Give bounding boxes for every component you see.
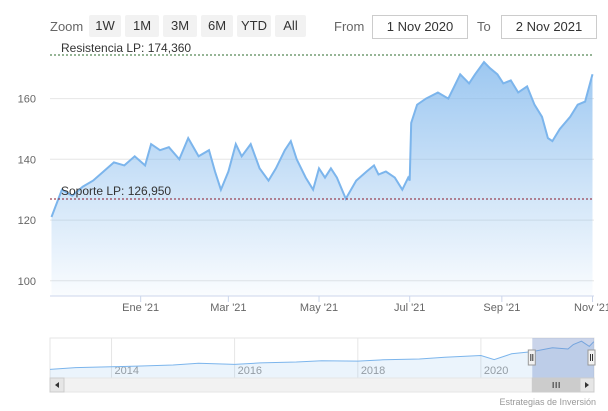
y-tick-label: 140: [18, 154, 36, 166]
navigator-handle-right[interactable]: [587, 349, 596, 366]
to-label: To: [477, 19, 491, 34]
y-tick-label: 120: [18, 215, 36, 227]
navigator-tick-label: 2014: [115, 365, 139, 377]
range-button-ytd[interactable]: YTD: [237, 15, 271, 37]
scrollbar-track[interactable]: [49, 377, 595, 393]
credits[interactable]: Estrategias de Inversión: [499, 397, 596, 407]
navigator-grid: 2014 2016 2018 2020: [111, 338, 508, 378]
to-date-input[interactable]: 2 Nov 2021: [501, 15, 597, 39]
x-tick-label: Mar '21: [210, 302, 246, 314]
x-tick-label: Jul '21: [394, 302, 425, 314]
navigator[interactable]: 2014 2016 2018 2020: [49, 337, 596, 379]
y-tick-label: 160: [18, 94, 36, 106]
x-tick-label: Nov '21: [574, 302, 608, 314]
navigator-tick-label: 2018: [361, 365, 385, 377]
range-button-all[interactable]: All: [275, 15, 306, 37]
navigator-background: [49, 337, 595, 379]
navigator-series-line: [49, 340, 595, 370]
series-area: [51, 62, 593, 296]
series-line: [50, 60, 594, 218]
x-tick-label: Ene '21: [122, 302, 159, 314]
navigator-selected-range[interactable]: [532, 338, 594, 378]
resistance-label: Resistencia LP: 174,360: [61, 41, 191, 55]
navigator-series-area: [50, 341, 594, 378]
y-tick-label: 100: [18, 276, 36, 288]
handle-body[interactable]: [587, 349, 596, 366]
handle-body[interactable]: [527, 349, 536, 366]
support-label: Soporte LP: 126,950: [61, 184, 171, 198]
range-button-1m[interactable]: 1M: [125, 15, 159, 37]
range-button-1w[interactable]: 1W: [89, 15, 121, 37]
scrollbar-left-button[interactable]: [49, 377, 65, 393]
range-button-6m[interactable]: 6M: [201, 15, 233, 37]
range-button-3m[interactable]: 3M: [163, 15, 197, 37]
zoom-label: Zoom: [50, 19, 84, 34]
navigator-tick-label: 2016: [238, 365, 262, 377]
scrollbar[interactable]: [49, 377, 595, 393]
y-axis: 100 120 140 160: [18, 94, 36, 288]
x-tick-label: May '21: [300, 302, 338, 314]
range-selector: Zoom 1W 1M 3M 6M YTD All From 1 Nov 2020…: [0, 0, 608, 50]
arrow-left-icon: [55, 382, 59, 388]
scrollbar-right-button[interactable]: [579, 377, 595, 393]
arrow-right-icon: [585, 382, 589, 388]
scrollbar-grip: [552, 382, 560, 388]
from-date-input[interactable]: 1 Nov 2020: [372, 15, 468, 39]
navigator-tick-label: 2020: [484, 365, 508, 377]
from-label: From: [334, 19, 365, 34]
navigator-handle-left[interactable]: [527, 349, 536, 366]
x-axis: Ene '21 Mar '21 May '21 Jul '21 Sep '21 Nov '…: [50, 295, 608, 314]
x-tick-label: Sep '21: [483, 302, 520, 314]
